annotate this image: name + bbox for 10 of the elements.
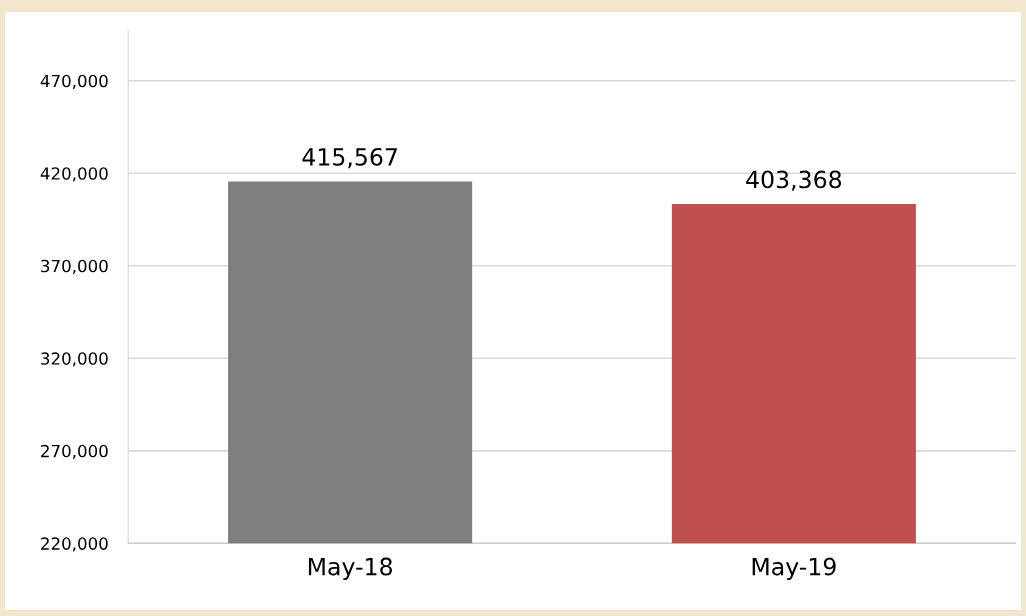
x-tick-label: May-18 — [308, 557, 392, 581]
data-label: 415,567 — [302, 147, 397, 169]
data-label: 403,368 — [746, 170, 842, 191]
y-tick-label: 320,000 — [41, 352, 108, 367]
y-tick-label: 220,000 — [41, 537, 108, 552]
y-tick-label: 370,000 — [41, 259, 108, 275]
y-tick-label: 270,000 — [41, 444, 108, 460]
x-tick-label: May-19 — [752, 557, 836, 581]
y-tick-label: 420,000 — [40, 167, 108, 182]
y-tick-label: 470,000 — [40, 74, 108, 90]
